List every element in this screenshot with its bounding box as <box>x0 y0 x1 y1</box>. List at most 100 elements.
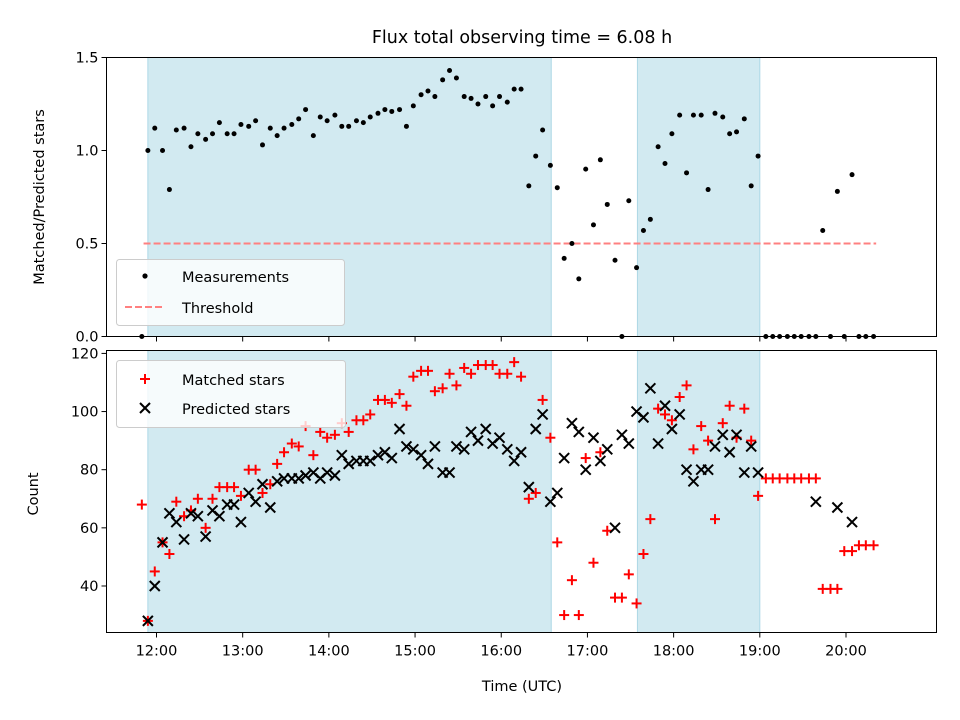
measurement-point <box>317 114 323 120</box>
predicted-star-point <box>178 533 190 546</box>
predicted-star-point <box>515 446 527 458</box>
predicted-star-point <box>213 510 226 522</box>
measurement-point <box>662 161 668 167</box>
predicted-star-point <box>666 423 678 435</box>
predicted-star-point <box>709 440 721 453</box>
measurement-point <box>461 94 467 100</box>
measurement-point <box>453 75 459 81</box>
predicted-star-point <box>616 429 628 441</box>
measurement-point <box>375 110 381 116</box>
measurement-point <box>253 118 259 124</box>
predicted-star-point <box>644 382 657 395</box>
measurement-point <box>748 183 754 189</box>
count-y-tick-label: 40 <box>80 579 98 595</box>
predicted-star-point <box>450 440 463 453</box>
measurement-point <box>246 123 252 129</box>
matched-star-point <box>623 569 634 580</box>
measurement-point <box>820 227 826 233</box>
count-shaded-spans <box>147 350 761 633</box>
measurement-point <box>690 112 696 118</box>
predicted-star-point <box>659 400 671 412</box>
predicted-star-point <box>587 432 600 444</box>
predicted-star-point <box>594 455 607 467</box>
predicted-star-point <box>523 481 535 493</box>
measurement-point <box>604 201 610 207</box>
predicted-star-point <box>508 455 520 467</box>
predicted-star-point <box>465 426 477 438</box>
matched-star-point <box>724 400 735 411</box>
ratio-y-tick-label: 0.5 <box>75 237 98 253</box>
measurement-point <box>547 162 553 168</box>
measurement-point <box>540 127 546 133</box>
matched-star-point <box>602 525 613 536</box>
measurement-point <box>755 153 761 159</box>
matched-star-point <box>688 444 699 455</box>
matched-star-point <box>573 610 584 621</box>
measurement-point <box>332 112 338 118</box>
measurement-point <box>324 118 330 124</box>
predicted-star-point <box>299 469 312 482</box>
count-legend: Matched stars Predicted stars <box>116 360 346 428</box>
matched-star-point <box>444 368 455 379</box>
predicted-star-point <box>723 446 736 458</box>
matched-star-point <box>709 514 720 525</box>
measurement-point <box>468 95 474 101</box>
measurement-point <box>640 227 646 233</box>
count-legend-box <box>116 360 346 428</box>
measurement-point <box>554 185 560 191</box>
measurement-point <box>734 129 740 135</box>
matched-star-point <box>451 380 462 391</box>
count-shaded-span <box>636 350 761 633</box>
predicted-star-point <box>292 472 305 485</box>
predicted-star-point <box>566 417 578 429</box>
measurement-point <box>367 114 373 120</box>
ratio-legend: Measurements Threshold <box>116 259 345 326</box>
measurement-point <box>281 125 287 131</box>
matched-star-point <box>315 426 326 437</box>
measurement-point <box>533 153 539 159</box>
count-axes-frame <box>106 350 937 633</box>
measurement-point <box>677 112 683 118</box>
measurement-point <box>397 107 403 113</box>
measurement-point <box>526 183 532 189</box>
legend-matched-marker <box>140 374 150 384</box>
predicted-star-point <box>163 507 176 520</box>
measurement-point <box>410 103 416 109</box>
measurement-point <box>569 241 575 246</box>
predicted-star-point <box>142 615 154 627</box>
predicted-star-point <box>336 449 348 461</box>
predicted-star-point <box>458 443 470 456</box>
measurement-point <box>561 255 567 261</box>
matched-star-point <box>358 415 369 426</box>
measurement-point <box>145 148 151 153</box>
matched-star-point <box>487 360 498 371</box>
measurement-point <box>353 118 359 124</box>
measurement-point <box>425 88 431 94</box>
predicted-star-point <box>156 536 169 549</box>
measurement-point <box>504 99 510 105</box>
predicted-star-point <box>544 495 557 508</box>
measurement-point <box>612 257 618 263</box>
measurement-point <box>173 127 179 133</box>
count-x-tick-label: 12:00 <box>136 644 178 660</box>
measurement-point <box>403 123 409 129</box>
predicted-star-point <box>846 516 858 528</box>
predicted-star-point <box>443 466 456 479</box>
matched-star-point <box>164 549 175 560</box>
predicted-star-point <box>601 443 613 456</box>
measurement-point <box>655 144 661 150</box>
ratio-shaded-span <box>636 57 761 337</box>
matched-star-point <box>272 458 283 469</box>
predicted-star-point <box>342 458 355 470</box>
matched-star-point <box>437 383 448 394</box>
matched-star-point <box>516 371 527 382</box>
predicted-star-point <box>429 440 441 453</box>
matched-star-point <box>616 592 627 603</box>
legend-predicted-label: Predicted stars <box>182 402 290 418</box>
measurement-point <box>684 170 690 176</box>
predicted-star-point <box>717 429 729 441</box>
ratio-y-tick-label: 1.5 <box>75 51 98 67</box>
predicted-star-point <box>680 463 693 476</box>
matched-star-point <box>408 371 419 382</box>
predicted-star-point <box>235 516 247 528</box>
